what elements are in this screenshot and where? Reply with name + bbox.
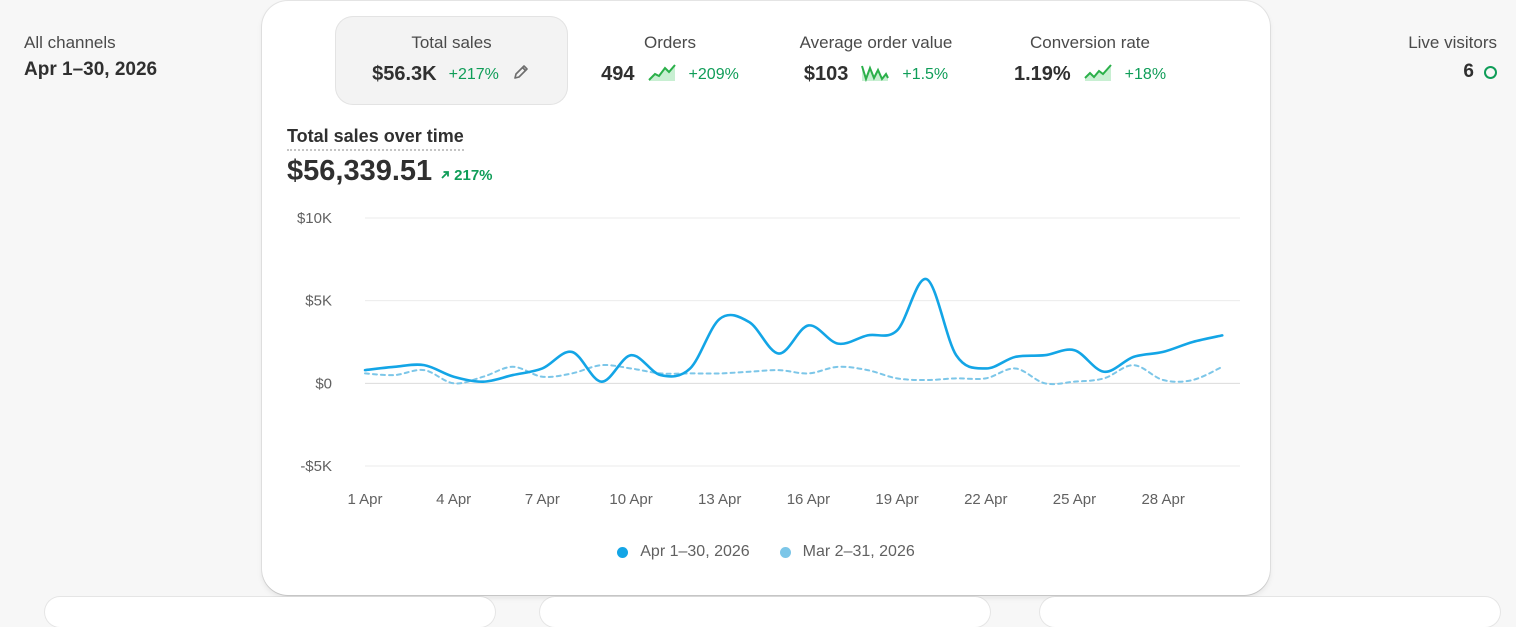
metric-conversion-rate[interactable]: Conversion rate 1.19% +18% [1002, 33, 1178, 87]
legend-label: Apr 1–30, 2026 [640, 543, 750, 560]
series-line-current [363, 277, 1224, 383]
bottom-card-3 [1040, 597, 1500, 627]
chart-total: $56,339.51 217% [287, 155, 493, 188]
metric-average-order-value[interactable]: Average order value $103 +1.5% [788, 33, 964, 87]
x-tick-label: 28 Apr [1141, 491, 1184, 508]
metric-delta: +209% [688, 65, 739, 83]
x-tick-label: 7 Apr [525, 491, 560, 508]
y-tick-label: $5K [305, 293, 332, 310]
metric-label: Total sales [411, 33, 492, 52]
x-tick-label: 19 Apr [875, 491, 918, 508]
metric-row: $103 +1.5% [788, 62, 964, 87]
chart-total-delta: 217% [440, 166, 493, 184]
arrow-up-right-icon [441, 171, 450, 179]
y-tick-label: -$5K [300, 458, 332, 475]
x-tick-label: 16 Apr [787, 491, 830, 508]
metric-row: $56.3K +217% [335, 62, 568, 87]
legend-item-previous[interactable]: Mar 2–31, 2026 [779, 543, 915, 561]
metric-delta: +18% [1124, 65, 1167, 83]
pencil-icon[interactable] [511, 62, 531, 87]
x-tick-label: 4 Apr [436, 491, 471, 508]
metric-orders[interactable]: Orders 494 +209% [590, 33, 750, 87]
metric-label: Average order value [799, 33, 953, 52]
metric-row: 494 +209% [590, 62, 750, 87]
metric-value: 1.19% [1013, 63, 1071, 85]
sales-line-chart: $10K $5K $0 -$5K 1 Apr 4 Apr 7 Apr 10 Apr 13 Apr… [297, 210, 1240, 508]
y-tick-label: $0 [315, 375, 332, 392]
metric-label: Conversion rate [1029, 33, 1150, 52]
sparkline-icon [1083, 62, 1113, 87]
filters: All channels Apr 1–30, 2026 [24, 33, 157, 81]
channel-label[interactable]: All channels [24, 33, 116, 52]
legend-item-current[interactable]: Apr 1–30, 2026 [617, 543, 750, 561]
live-visitors-count: 6 [1463, 61, 1474, 82]
sales-card: Total sales $56.3K +217% Orders 494 +209… [262, 1, 1270, 595]
date-range[interactable]: Apr 1–30, 2026 [24, 59, 158, 80]
legend-label: Mar 2–31, 2026 [802, 543, 915, 560]
metric-delta: +217% [448, 65, 499, 83]
live-dot-icon [1484, 65, 1497, 79]
series-line-previous [364, 363, 1224, 386]
metric-total-sales[interactable]: Total sales $56.3K +217% [335, 16, 568, 105]
live-visitors-label: Live visitors [1408, 33, 1497, 52]
chart-total-value: $56,339.51 [287, 155, 433, 187]
metric-value: $103 [803, 63, 849, 85]
live-visitors[interactable]: Live visitors 6 [1408, 33, 1497, 83]
bottom-card-2 [540, 597, 990, 627]
chart-legend: Apr 1–30, 2026 Mar 2–31, 2026 [262, 543, 1270, 561]
legend-swatch [779, 546, 791, 558]
metric-value: 494 [601, 63, 635, 85]
metric-row: 1.19% +18% [1002, 62, 1178, 87]
y-tick-label: $10K [297, 210, 332, 227]
x-tick-label: 1 Apr [347, 491, 382, 508]
sparkline-icon [860, 62, 890, 87]
bottom-card-1 [45, 597, 495, 627]
metric-delta: +1.5% [902, 65, 949, 83]
chart-title[interactable]: Total sales over time [287, 126, 464, 151]
x-tick-label: 10 Apr [609, 491, 652, 508]
x-tick-label: 13 Apr [698, 491, 741, 508]
sparkline-icon [647, 62, 677, 87]
metric-label: Orders [644, 33, 696, 52]
legend-swatch [617, 546, 629, 558]
chart-delta-value: 217% [454, 166, 493, 184]
live-visitors-row: 6 [1408, 61, 1497, 83]
x-tick-label: 22 Apr [964, 491, 1007, 508]
x-tick-label: 25 Apr [1053, 491, 1096, 508]
metric-value: $56.3K [372, 63, 437, 85]
